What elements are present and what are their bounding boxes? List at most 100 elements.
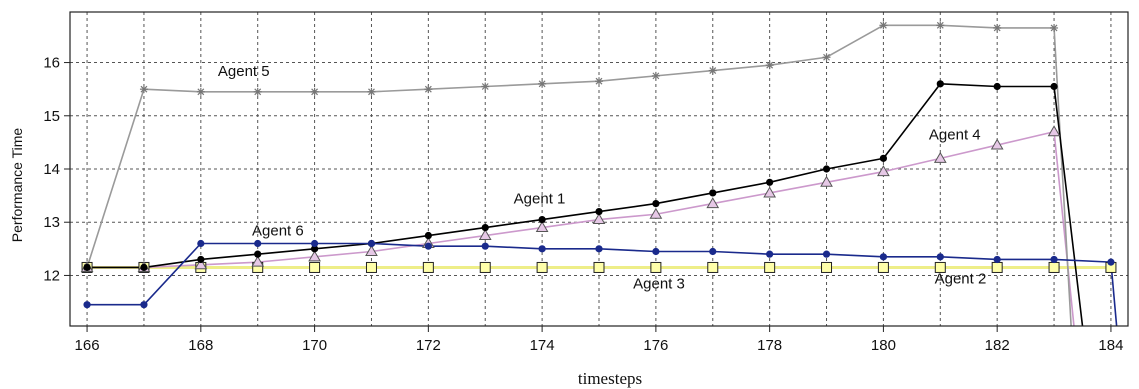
agent-3-point <box>365 261 377 273</box>
agent-1-point <box>424 231 432 240</box>
x-tick-label: 182 <box>985 337 1010 354</box>
x-tick-label: 174 <box>530 337 555 354</box>
agent-5-point <box>993 23 1002 32</box>
agent-3-point <box>934 261 946 273</box>
agent-3-point <box>707 261 719 273</box>
agent-3-point <box>309 261 321 273</box>
agent-1-point <box>709 189 717 197</box>
series-label: Agent 3 <box>633 276 685 293</box>
agent-1-point <box>310 245 319 253</box>
agent-4-point <box>308 250 321 262</box>
agent-4-point <box>535 221 549 233</box>
x-tick-label: 176 <box>643 337 668 354</box>
x-tick-label: 168 <box>188 337 213 354</box>
agent-3-point <box>422 261 434 273</box>
agent-4-point <box>194 258 208 270</box>
agent-5-point <box>651 71 660 80</box>
agent-6-point <box>367 239 376 248</box>
agent-6-point <box>879 253 888 261</box>
agent-1-point <box>538 215 546 224</box>
agent-5-point <box>765 61 774 70</box>
agent-1-point <box>766 178 774 186</box>
agent-1-point <box>993 82 1001 91</box>
series-label: Agent 4 <box>929 127 981 144</box>
agent-6-point <box>1107 258 1115 266</box>
agent-3-point <box>650 261 662 273</box>
x-axis-label: timesteps <box>578 369 642 388</box>
agent-3-point <box>821 261 833 273</box>
agent-6-point <box>254 239 262 248</box>
x-tick-label: 180 <box>871 337 896 354</box>
agent-3-point <box>479 261 491 273</box>
agent-6-point <box>310 239 319 248</box>
y-tick-label: 13 <box>43 214 60 231</box>
agent-4-point <box>478 229 492 241</box>
agent-4-point <box>706 197 720 209</box>
series-label: Agent 2 <box>935 270 987 287</box>
agent-5-point <box>310 87 319 96</box>
agent-5-point <box>253 87 262 96</box>
agent-3-point <box>877 261 889 273</box>
x-tick-label: 172 <box>416 337 441 354</box>
agent-6-point <box>936 253 944 261</box>
agent-5-point <box>424 85 433 94</box>
x-tick-label: 170 <box>302 337 327 354</box>
y-tick-label: 16 <box>43 55 60 72</box>
agent-1-point <box>595 207 603 216</box>
agent-6-point <box>993 255 1001 264</box>
agent-1-point <box>1050 82 1058 91</box>
series-label: Agent 1 <box>514 191 566 208</box>
x-tick-label: 184 <box>1098 337 1123 354</box>
agent-4-point <box>990 138 1004 150</box>
y-tick-label: 12 <box>43 267 60 284</box>
agent-4-point <box>763 186 777 198</box>
agent-1-point <box>83 263 91 272</box>
agent-6-point <box>709 247 717 256</box>
agent-3-point <box>536 261 548 273</box>
agent-4-point <box>592 213 606 225</box>
y-tick-label: 15 <box>43 108 60 125</box>
agent-6-line <box>87 242 1118 327</box>
agent-3-point <box>991 261 1003 273</box>
annotation-layer: Agent 5 Agent 4 Agent 1 Agent 6 Agent 3 Agent… <box>218 63 986 293</box>
agent-5-point <box>595 77 603 86</box>
agent-5-point <box>481 82 490 91</box>
agent-4-point <box>251 255 265 267</box>
x-tick-label: 178 <box>757 337 782 354</box>
agent-5-point <box>1050 23 1059 32</box>
agent-1-point <box>652 199 660 208</box>
agent-5-point <box>708 66 717 75</box>
agent-6-point <box>766 250 774 258</box>
agent-6-point <box>424 242 432 250</box>
series-label: Agent 5 <box>218 63 270 80</box>
agent-5-point <box>139 85 148 94</box>
agent-1-point <box>140 263 148 272</box>
agent-3-point <box>1048 261 1060 273</box>
agent-1-point <box>481 223 489 232</box>
agent-6-point <box>197 239 205 248</box>
agent-4-point <box>877 165 890 177</box>
agent-1-point <box>197 255 205 264</box>
agent-6-point <box>652 247 660 256</box>
agent-1-point <box>936 80 944 88</box>
agent-6-point <box>1050 255 1058 264</box>
agent-5-point <box>538 79 547 88</box>
agent-6-point <box>140 301 148 309</box>
agent-6-point <box>481 242 489 250</box>
marker-layer <box>80 21 1117 309</box>
agent-4-point <box>933 151 947 163</box>
agent-3-point <box>593 261 605 273</box>
agent-1-point <box>254 250 262 258</box>
y-tick-label: 14 <box>43 161 60 178</box>
x-axis-ticks: 166 168 170 172 174 176 178 180 182 184 <box>75 326 1123 354</box>
agent-6-point <box>538 245 546 253</box>
agent-3-point <box>764 261 776 273</box>
y-axis-label: Performance Time <box>9 128 25 243</box>
agent-5-point <box>367 87 376 96</box>
agent-4-point <box>365 244 378 256</box>
agent-5-point <box>822 53 831 62</box>
agent-6-point <box>83 301 91 309</box>
agent-4-point <box>649 207 663 219</box>
